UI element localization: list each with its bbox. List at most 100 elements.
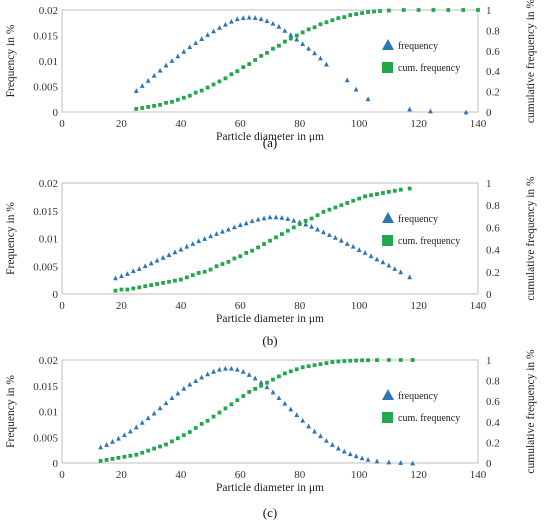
cum-frequency-point [262, 242, 266, 246]
frequency-point [163, 62, 169, 68]
y2-tick-label: 0.4 [486, 66, 500, 78]
cum-frequency-point [372, 9, 376, 14]
y-tick-label: 0 [53, 107, 59, 119]
cum-frequency-point [164, 100, 168, 105]
frequency-point [252, 375, 258, 381]
cum-frequency-point [256, 245, 261, 250]
cum-frequency-point [193, 426, 198, 430]
frequency-point [234, 366, 240, 372]
cum-frequency-point [184, 275, 189, 280]
frequency-point [410, 460, 416, 466]
frequency-point [306, 45, 312, 51]
x-tick-label: 140 [470, 118, 487, 130]
cum-frequency-point [265, 380, 269, 385]
y-tick-label: 0.005 [33, 261, 58, 273]
cum-frequency-point [357, 196, 362, 201]
frequency-point [175, 53, 181, 59]
frequency-point [255, 216, 261, 222]
cum-frequency-point [265, 50, 269, 55]
cum-frequency-point [146, 448, 151, 453]
chart-panel-3: 0 20 40 60 80 100 120 14000.0050.010.0150.0200.… [5, 349, 537, 520]
cum-frequency-point [211, 414, 216, 419]
frequency-point [398, 269, 404, 275]
frequency-point [303, 221, 309, 227]
frequency-point [133, 424, 139, 430]
frequency-point [202, 236, 208, 241]
frequency-point [392, 266, 398, 271]
frequency-point [270, 20, 276, 26]
y-tick-label: 0.01 [39, 407, 58, 419]
cum-frequency-point [113, 288, 118, 293]
cum-frequency-point [297, 222, 302, 226]
frequency-point [270, 389, 276, 395]
frequency-point [374, 256, 380, 262]
frequency-point [98, 444, 104, 450]
cum-frequency-point [146, 105, 151, 109]
series-frequency [98, 365, 416, 466]
cum-frequency-point [175, 436, 180, 441]
cum-frequency-point [181, 95, 186, 100]
frequency-point [157, 405, 163, 411]
cum-frequency-point [205, 418, 210, 423]
frequency-point [318, 433, 323, 439]
frequency-point [300, 417, 306, 423]
legend-frequency-marker [382, 39, 394, 50]
frequency-point [151, 72, 157, 78]
frequency-point [428, 108, 433, 114]
frequency-point [139, 419, 145, 425]
frequency-point [327, 232, 332, 238]
cum-frequency-point [378, 9, 382, 13]
cum-frequency-point [110, 456, 115, 461]
y-tick-label: 0.015 [33, 381, 58, 393]
frequency-point [335, 445, 341, 451]
x-tick-label: 140 [470, 300, 487, 312]
cum-frequency-point [318, 362, 323, 367]
frequency-point [350, 243, 356, 249]
cum-frequency-point [140, 106, 145, 110]
cum-frequency-point [294, 33, 299, 38]
y2-tick-label: 0.6 [486, 222, 500, 234]
frequency-point [362, 249, 368, 255]
frequency-point [220, 228, 225, 234]
y2-axis-label: cumulative frequency in % [525, 176, 537, 301]
legend-cum-frequency-marker [382, 235, 393, 246]
cum-frequency-point [386, 189, 391, 194]
frequency-point [243, 220, 249, 226]
frequency-point [145, 415, 151, 421]
frequency-point [273, 214, 279, 220]
cum-frequency-point [386, 358, 391, 362]
frequency-point [344, 77, 350, 83]
x-tick-label: 100 [351, 118, 368, 130]
cum-frequency-point [241, 394, 246, 398]
cum-frequency-point [193, 90, 198, 95]
series-frequency [113, 214, 413, 281]
frequency-point [398, 460, 404, 465]
x-tick-label: 0 [59, 300, 65, 312]
legend: frequency cum. frequency [382, 39, 460, 74]
cum-frequency-point [348, 358, 353, 363]
frequency-point [386, 459, 392, 465]
cum-frequency-point [306, 364, 311, 369]
frequency-point [306, 423, 312, 429]
cum-frequency-point [229, 72, 234, 77]
x-tick-label: 0 [59, 469, 65, 481]
frequency-point [199, 374, 205, 380]
frequency-point [356, 247, 362, 252]
x-tick-label: 0 [59, 118, 65, 130]
cum-frequency-point [268, 238, 272, 243]
cum-frequency-point [223, 76, 228, 81]
cum-frequency-point [339, 203, 344, 208]
y2-tick-label: 1 [486, 178, 492, 190]
cum-frequency-point [416, 8, 421, 12]
legend: frequency cum. frequency [382, 389, 460, 424]
frequency-point [169, 395, 175, 400]
frequency-point [463, 109, 469, 115]
cum-frequency-point [125, 287, 130, 292]
y-tick-label: 0.015 [33, 206, 58, 218]
plot-frame [61, 359, 479, 464]
panel-label: (b) [262, 333, 277, 348]
frequency-point [249, 218, 255, 224]
frequency-point [332, 234, 338, 240]
cum-frequency-point [312, 363, 317, 368]
cum-frequency-point [241, 65, 246, 70]
